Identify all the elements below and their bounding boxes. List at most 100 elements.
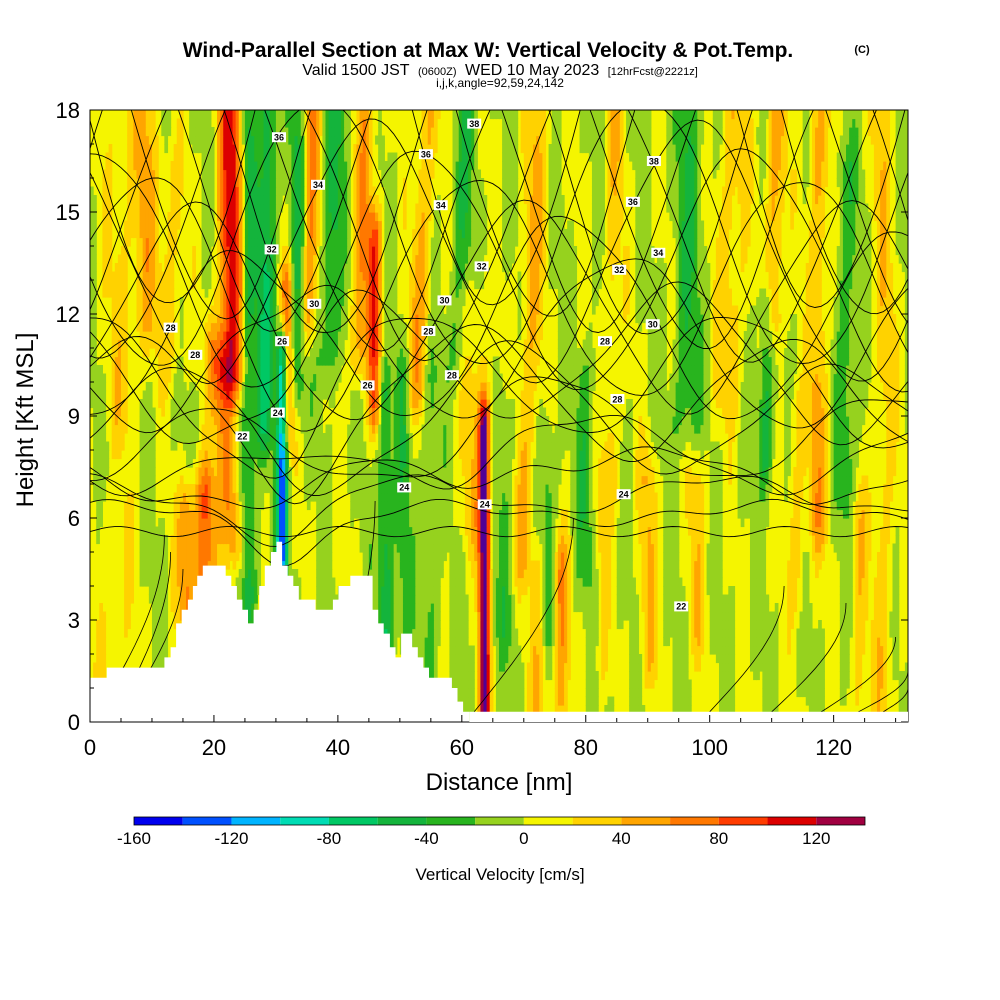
velocity-cell — [158, 603, 162, 613]
velocity-cell — [839, 645, 844, 655]
velocity-cell — [861, 543, 866, 553]
velocity-cell — [598, 509, 602, 519]
velocity-cell — [502, 671, 506, 681]
velocity-cell — [873, 603, 878, 613]
velocity-cell — [492, 501, 497, 511]
velocity-cell — [430, 569, 435, 579]
velocity-cell — [635, 705, 640, 715]
velocity-cell — [756, 586, 760, 596]
velocity-cell — [517, 645, 522, 655]
velocity-cell — [393, 577, 398, 587]
velocity-cell — [523, 467, 528, 477]
velocity-cell — [486, 560, 491, 570]
velocity-cell — [842, 688, 847, 698]
velocity-cell — [666, 509, 671, 519]
velocity-cell — [412, 492, 416, 502]
velocity-cell — [570, 518, 574, 528]
velocity-cell — [536, 484, 540, 494]
velocity-cell — [480, 484, 485, 494]
velocity-cell — [873, 637, 878, 647]
velocity-cell — [585, 662, 590, 672]
velocity-cell — [328, 509, 333, 519]
velocity-cell — [861, 611, 866, 621]
velocity-cell — [619, 552, 624, 562]
velocity-cell — [576, 518, 581, 528]
velocity-cell — [415, 484, 420, 494]
velocity-cell — [669, 501, 674, 511]
velocity-cell — [449, 603, 454, 613]
velocity-cell — [492, 526, 497, 536]
velocity-cell — [731, 688, 736, 698]
velocity-cell — [381, 577, 385, 587]
velocity-cell — [396, 594, 401, 604]
velocity-cell — [567, 569, 571, 579]
velocity-cell — [601, 509, 605, 519]
velocity-cell — [542, 594, 547, 604]
velocity-cell — [282, 543, 286, 553]
velocity-cell — [492, 492, 497, 502]
velocity-cell — [706, 543, 711, 553]
velocity-cell — [697, 586, 701, 596]
velocity-cell — [189, 552, 193, 562]
velocity-cell — [811, 696, 816, 706]
velocity-cell — [557, 535, 562, 545]
velocity-cell — [604, 662, 609, 672]
velocity-cell — [179, 603, 184, 613]
velocity-cell — [718, 671, 723, 681]
velocity-cell — [824, 526, 829, 536]
velocity-cell — [499, 645, 503, 655]
velocity-cell — [437, 492, 441, 502]
velocity-cell — [217, 560, 221, 570]
velocity-cell — [409, 501, 413, 511]
velocity-cell — [635, 620, 640, 630]
velocity-cell — [412, 569, 416, 579]
velocity-cell — [368, 509, 373, 519]
velocity-cell — [551, 586, 556, 596]
velocity-cell — [381, 535, 385, 545]
velocity-cell — [684, 705, 689, 715]
velocity-cell — [836, 484, 841, 494]
velocity-cell — [130, 552, 134, 562]
velocity-cell — [818, 645, 822, 655]
velocity-cell — [378, 569, 382, 579]
velocity-cell — [663, 586, 667, 596]
velocity-cell — [601, 594, 605, 604]
velocity-cell — [164, 560, 169, 570]
velocity-cell — [182, 569, 187, 579]
velocity-cell — [644, 577, 649, 587]
velocity-cell — [505, 526, 509, 536]
velocity-cell — [412, 552, 416, 562]
velocity-cell — [176, 501, 181, 511]
velocity-cell — [325, 492, 330, 502]
velocity-cell — [232, 526, 237, 536]
velocity-cell — [368, 484, 373, 494]
velocity-cell — [415, 492, 420, 502]
velocity-cell — [127, 535, 131, 545]
velocity-cell — [684, 501, 689, 511]
velocity-cell — [650, 518, 655, 528]
velocity-cell — [697, 560, 701, 570]
velocity-cell — [257, 509, 262, 519]
velocity-cell — [415, 501, 420, 511]
velocity-cell — [229, 509, 234, 519]
velocity-cell — [644, 637, 649, 647]
velocity-cell — [458, 594, 463, 604]
velocity-cell — [554, 637, 559, 647]
velocity-cell — [712, 628, 717, 638]
velocity-cell — [790, 552, 794, 562]
velocity-cell — [145, 552, 150, 562]
velocity-cell — [870, 620, 875, 630]
velocity-cell — [158, 628, 162, 638]
velocity-cell — [446, 467, 451, 477]
velocity-cell — [511, 645, 516, 655]
velocity-cell — [142, 484, 147, 494]
velocity-cell — [232, 560, 237, 570]
velocity-cell — [765, 501, 770, 511]
velocity-cell — [316, 467, 320, 477]
velocity-cell — [421, 484, 426, 494]
velocity-cell — [105, 467, 110, 477]
velocity-cell — [461, 560, 466, 570]
velocity-cell — [607, 543, 612, 553]
velocity-cell — [365, 543, 370, 553]
velocity-cell — [895, 620, 900, 630]
